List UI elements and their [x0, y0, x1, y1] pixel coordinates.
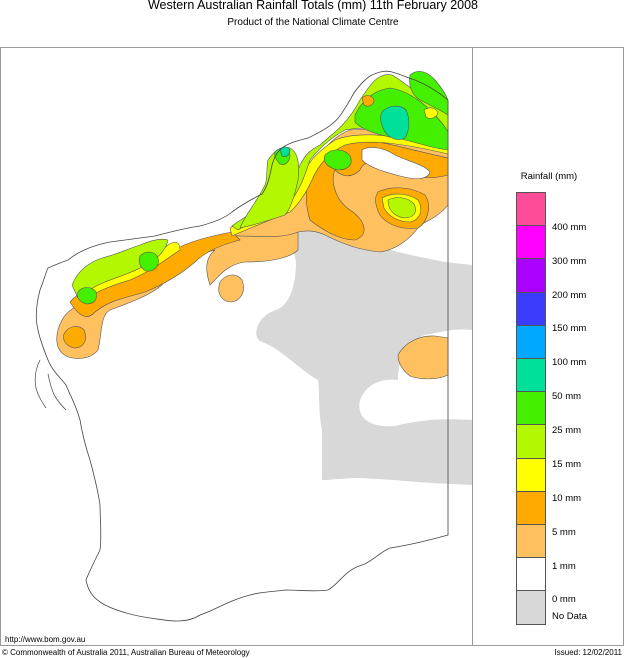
legend-swatch-10-15 — [517, 458, 545, 492]
copyright-notice: © Commonwealth of Australia 2011, Austra… — [2, 648, 250, 657]
rain-50-100mm — [380, 105, 410, 140]
legend-label-no-data: No Data — [552, 611, 587, 622]
rain-25-50mm-cell-b — [138, 251, 159, 272]
legend-swatch-300-400 — [517, 226, 545, 260]
source-url[interactable]: http://www.bom.gov.au — [5, 635, 86, 644]
legend-swatch-15-25 — [517, 425, 545, 459]
legend-swatch-no-data — [517, 591, 545, 625]
legend-swatch-200-300 — [517, 259, 545, 293]
no-data-region — [256, 227, 472, 485]
shark-bay-coast — [34, 359, 67, 411]
legend-color-bar — [516, 192, 546, 626]
rain-15-25mm-east — [387, 197, 416, 219]
rain-1-5mm-blob-a — [218, 274, 244, 303]
legend-swatch-25-50 — [517, 392, 545, 426]
legend-swatch-100-150 — [517, 325, 545, 359]
legend-swatch-0-1 — [517, 558, 545, 592]
legend-label-25: 25 mm — [552, 425, 582, 436]
rain-5-10mm-north-cell — [361, 95, 375, 107]
figure-frame — [0, 47, 624, 646]
legend-label-10: 10 mm — [552, 493, 582, 504]
legend-swatch-5-10 — [517, 491, 545, 525]
rainfall-map-svg — [34, 70, 472, 622]
legend-label-50: 50 mm — [552, 391, 582, 402]
legend-label-200: 200 mm — [552, 290, 587, 301]
legend-label-1: 1 mm — [552, 561, 576, 572]
coastline — [35, 70, 449, 622]
rain-25-50mm-cell-c — [77, 287, 97, 305]
legend-label-5: 5 mm — [552, 527, 576, 538]
legend-swatch-50-100 — [517, 358, 545, 393]
legend-swatch-150-200 — [517, 292, 545, 326]
map-subtitle: Product of the National Climate Centre — [227, 17, 399, 28]
legend-label-300: 300 mm — [552, 256, 587, 267]
legend-swatch-400-plus — [517, 193, 545, 227]
legend-label-0: 0 mm — [552, 594, 576, 605]
legend-swatch-1-5 — [517, 524, 545, 559]
rain-15-25mm-kimberley-west — [239, 146, 300, 229]
legend-title: Rainfall (mm) — [520, 171, 578, 182]
rain-5-10mm-cell — [63, 326, 86, 349]
legend-label-150: 150 mm — [552, 323, 587, 334]
rain-25-50mm-cell-a — [323, 149, 352, 171]
rain-1-5mm-blob-b — [397, 335, 449, 380]
rain-10-15mm-ne-cell — [423, 107, 439, 119]
issued-date: Issued: 12/02/2011 — [554, 648, 622, 657]
map-title: Western Australian Rainfall Totals (mm) … — [147, 0, 478, 12]
legend-label-15: 15 mm — [552, 459, 582, 470]
legend-label-400: 400 mm — [552, 222, 587, 233]
rainfall-map — [0, 47, 473, 646]
rain-0-1mm-pocket — [361, 147, 431, 179]
legend-label-100: 100 mm — [552, 357, 587, 368]
